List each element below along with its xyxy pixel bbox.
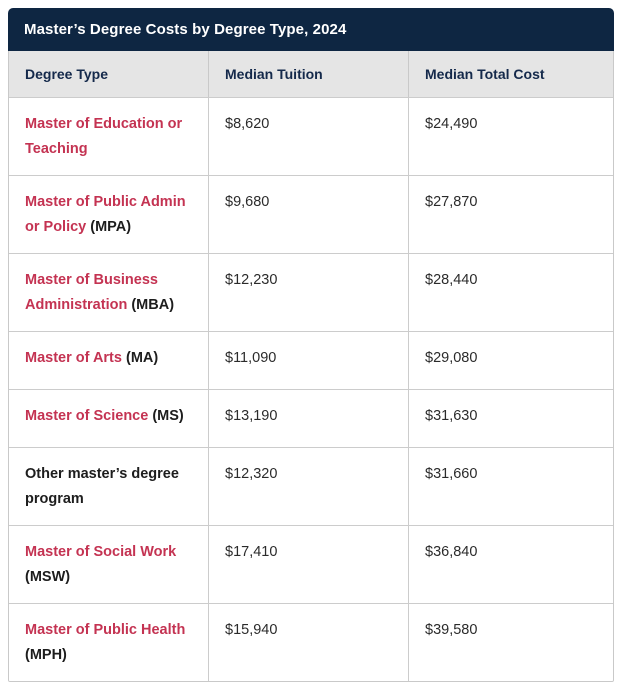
degree-cell: Master of Education or Teaching — [9, 98, 208, 175]
median-tuition-value: $12,230 — [208, 254, 408, 331]
degree-link[interactable]: Master of Education or Teaching — [25, 116, 183, 157]
degree-link[interactable]: Master of Public Health — [25, 622, 186, 638]
table-row: Master of Education or Teaching $8,620 $… — [9, 97, 613, 175]
degree-link[interactable]: Master of Public Admin or Policy — [25, 194, 186, 235]
degree-suffix: (MS) — [148, 408, 184, 424]
median-total-cost-value: $31,660 — [408, 448, 612, 525]
median-tuition-value: $11,090 — [208, 332, 408, 389]
degree-cell: Master of Public Admin or Policy (MPA) — [9, 176, 208, 253]
median-tuition-value: $17,410 — [208, 526, 408, 603]
median-total-cost-value: $27,870 — [408, 176, 612, 253]
degree-cell: Master of Public Health (MPH) — [9, 604, 208, 681]
degree-suffix: (MPA) — [86, 219, 132, 235]
table-row: Master of Science (MS) $13,190 $31,630 — [9, 389, 613, 447]
table-row: Master of Public Admin or Policy (MPA) $… — [9, 175, 613, 253]
degree-link[interactable]: Master of Arts — [25, 350, 122, 366]
degree-suffix: (MA) — [121, 350, 159, 366]
median-total-cost-value: $39,580 — [408, 604, 612, 681]
degree-costs-table-card: Master’s Degree Costs by Degree Type, 20… — [8, 8, 614, 682]
degree-link[interactable]: Master of Social Work — [25, 544, 177, 560]
median-total-cost-value: $36,840 — [408, 526, 612, 603]
median-total-cost-value: $28,440 — [408, 254, 612, 331]
degree-cell: Master of Social Work (MSW) — [9, 526, 208, 603]
median-tuition-value: $9,680 — [208, 176, 408, 253]
column-header-median-tuition: Median Tuition — [208, 51, 408, 97]
degree-costs-table: Degree Type Median Tuition Median Total … — [8, 51, 614, 682]
table-row: Master of Arts (MA) $11,090 $29,080 — [9, 331, 613, 389]
median-total-cost-value: $24,490 — [408, 98, 612, 175]
table-row: Master of Business Administration (MBA) … — [9, 253, 613, 331]
median-tuition-value: $15,940 — [208, 604, 408, 681]
median-tuition-value: $12,320 — [208, 448, 408, 525]
degree-link[interactable]: Master of Business Administration — [25, 272, 158, 313]
degree-cell: Master of Arts (MA) — [9, 332, 208, 389]
degree-plain-label: Other master’s degree program — [25, 466, 179, 507]
degree-link[interactable]: Master of Science — [25, 408, 149, 424]
median-total-cost-value: $31,630 — [408, 390, 612, 447]
table-row: Master of Public Health (MPH) $15,940 $3… — [9, 603, 613, 681]
degree-suffix: (MPH) — [25, 647, 67, 663]
table-row: Master of Social Work (MSW) $17,410 $36,… — [9, 525, 613, 603]
degree-cell: Master of Business Administration (MBA) — [9, 254, 208, 331]
degree-cell: Other master’s degree program — [9, 448, 208, 525]
degree-cell: Master of Science (MS) — [9, 390, 208, 447]
table-title: Master’s Degree Costs by Degree Type, 20… — [8, 8, 614, 51]
degree-suffix: (MBA) — [127, 297, 175, 313]
table-row: Other master’s degree program $12,320 $3… — [9, 447, 613, 525]
column-header-degree-type: Degree Type — [25, 66, 108, 82]
column-header-median-total-cost: Median Total Cost — [408, 51, 612, 97]
degree-suffix: (MSW) — [25, 569, 71, 585]
median-tuition-value: $8,620 — [208, 98, 408, 175]
table-header-row: Degree Type Median Tuition Median Total … — [9, 51, 613, 97]
median-total-cost-value: $29,080 — [408, 332, 612, 389]
median-tuition-value: $13,190 — [208, 390, 408, 447]
